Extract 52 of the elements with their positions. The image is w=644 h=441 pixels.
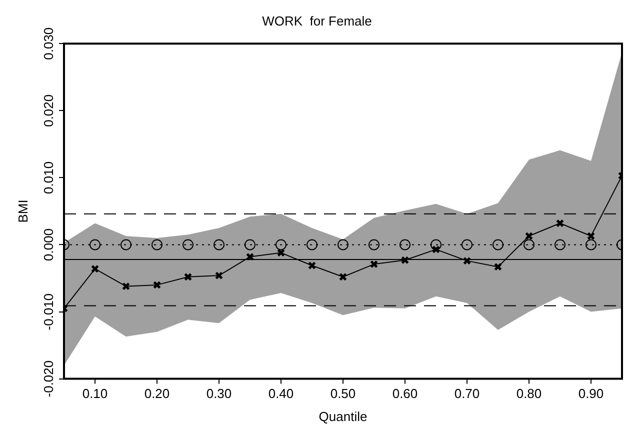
point <box>214 271 224 280</box>
point <box>430 239 442 250</box>
point <box>338 239 348 250</box>
x-tick-label: 0.80 <box>516 386 542 402</box>
x-tick-label: 0.40 <box>268 386 294 402</box>
point <box>586 232 596 240</box>
point <box>432 245 440 254</box>
point <box>370 260 378 268</box>
point <box>276 248 286 257</box>
y-axis-title: BMI <box>15 200 30 223</box>
point <box>308 261 316 270</box>
point <box>524 239 534 250</box>
point <box>494 262 502 271</box>
point <box>182 239 194 250</box>
x-axis-title: Quantile <box>318 408 368 424</box>
point <box>524 232 534 240</box>
point <box>246 252 254 261</box>
y-tick-label: 0.010 <box>41 161 56 194</box>
point <box>492 239 504 250</box>
chart-title: WORK for Female <box>262 13 372 28</box>
point <box>152 280 162 290</box>
point <box>90 239 100 250</box>
x-tick-label: 0.70 <box>454 386 480 402</box>
y-tick-label: 0.030 <box>41 27 56 60</box>
point <box>554 239 566 250</box>
point <box>400 256 410 264</box>
point <box>368 239 380 250</box>
y-tick-label: -0.020 <box>41 360 56 398</box>
x-tick-label: 0.50 <box>330 386 356 402</box>
y-tick-label: 0.020 <box>41 94 56 127</box>
point <box>122 282 130 290</box>
point <box>152 239 162 250</box>
point <box>90 264 100 273</box>
x-tick-label: 0.90 <box>578 386 604 402</box>
x-tick-label: 0.20 <box>144 386 170 402</box>
point <box>556 219 564 228</box>
point <box>400 239 410 250</box>
x-tick-label: 0.30 <box>206 386 232 402</box>
point <box>462 256 472 265</box>
point <box>276 239 286 250</box>
x-tick-label: 0.10 <box>82 386 108 402</box>
point <box>338 272 348 281</box>
point <box>120 239 132 250</box>
point <box>462 239 472 250</box>
point <box>214 239 224 250</box>
point <box>586 239 596 250</box>
y-tick-label: -0.010 <box>41 293 56 330</box>
point <box>244 239 256 250</box>
x-tick-label: 0.60 <box>392 386 418 402</box>
point <box>306 239 318 250</box>
point <box>184 272 192 281</box>
y-tick-label: 0.000 <box>41 228 56 261</box>
